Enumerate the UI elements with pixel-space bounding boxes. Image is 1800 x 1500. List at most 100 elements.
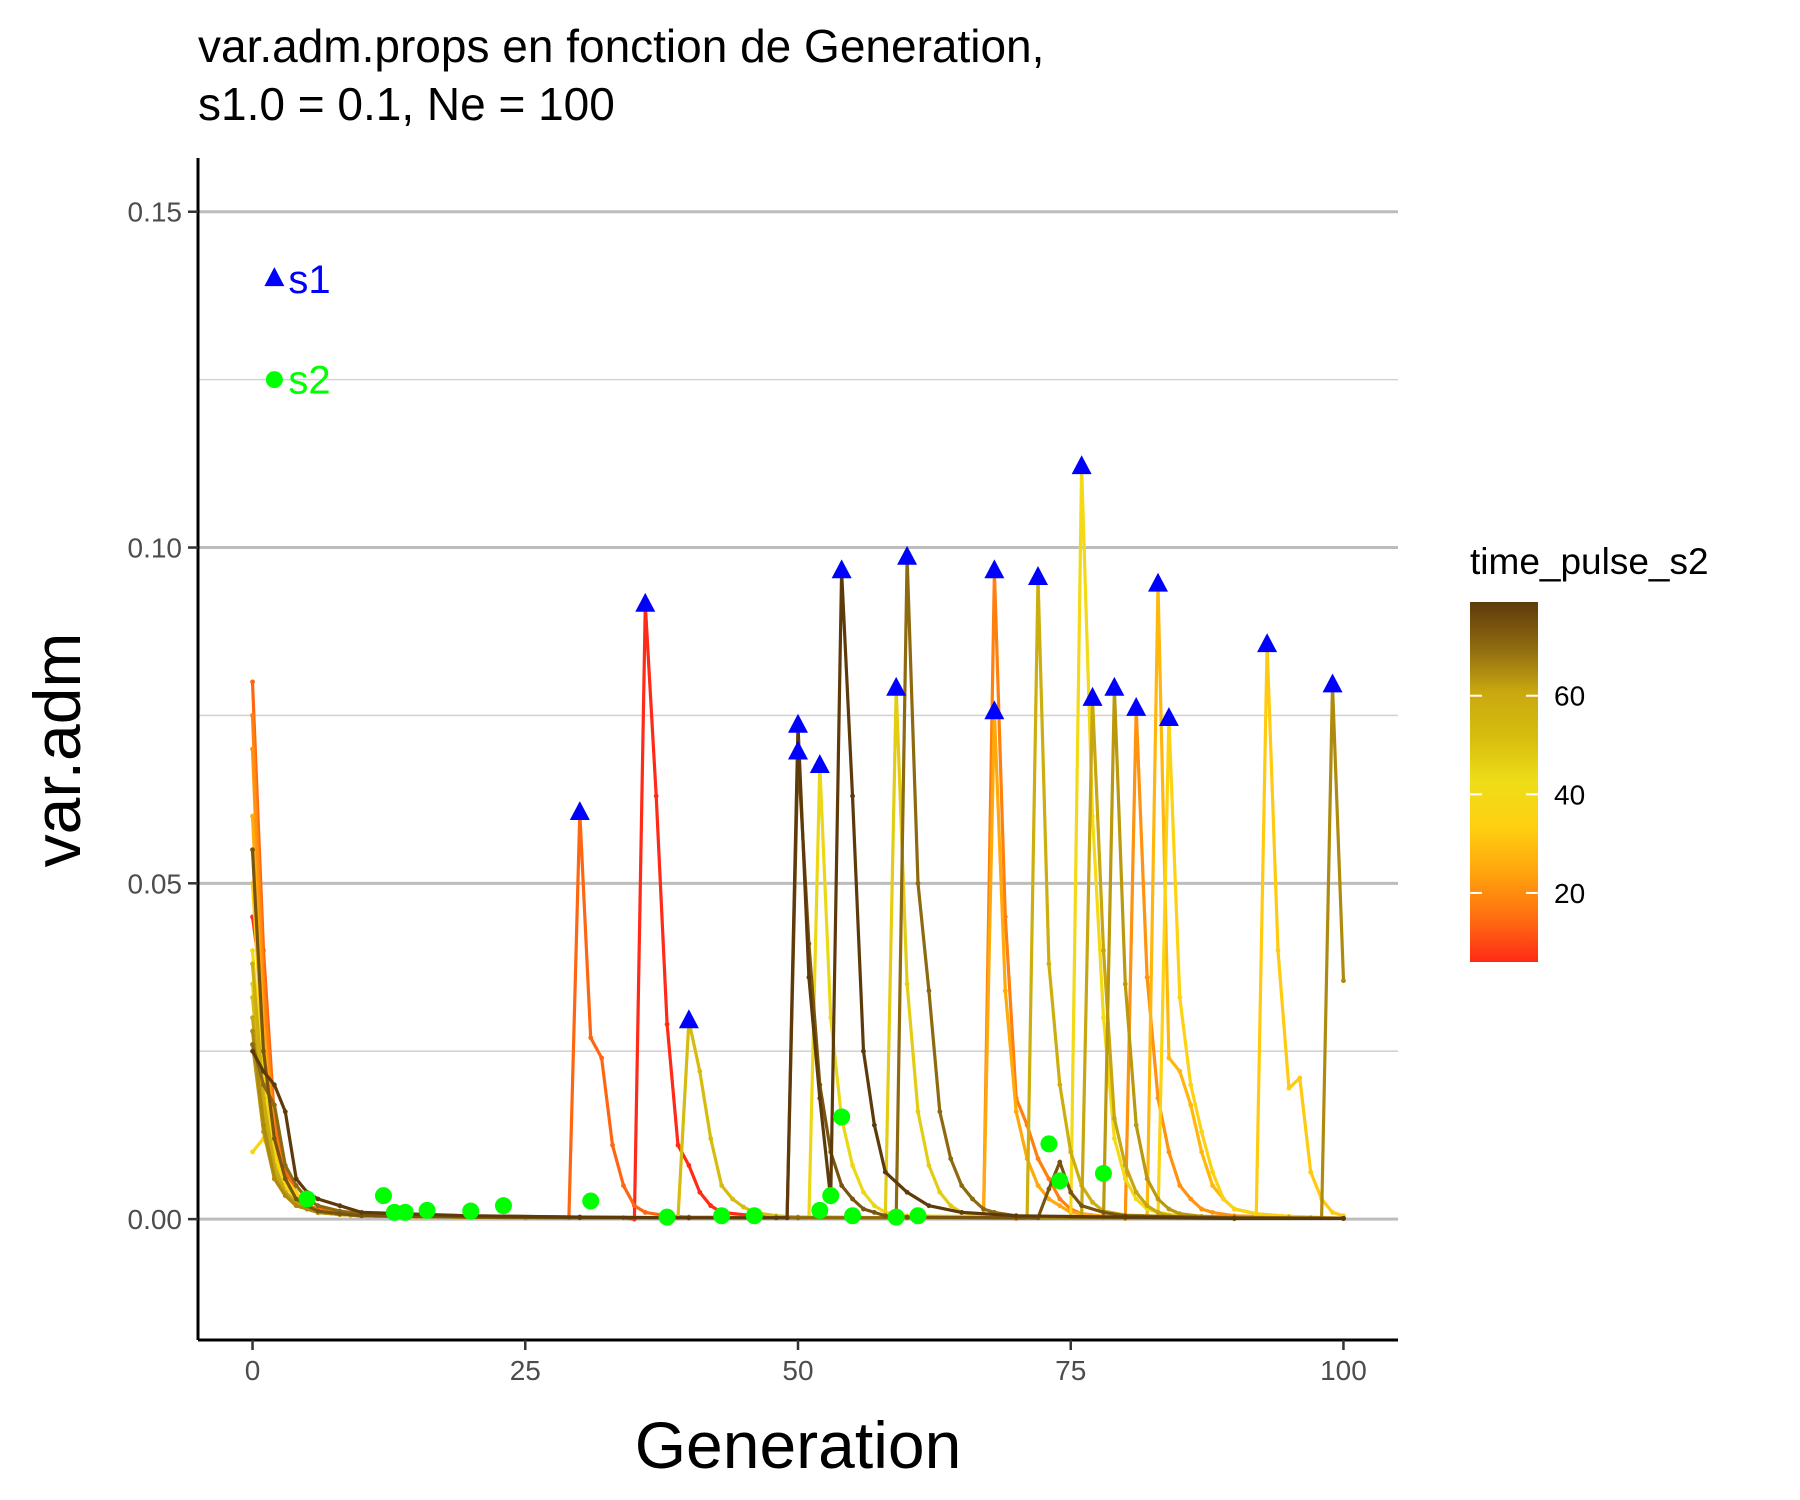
series-point	[1231, 1206, 1237, 1212]
series-point	[708, 1136, 714, 1141]
series-point	[795, 1215, 801, 1221]
s2-marker	[887, 1208, 905, 1226]
series-point	[970, 1196, 975, 1202]
s1-marker	[569, 801, 590, 821]
series-point	[882, 1213, 888, 1219]
chart-subtitle: s1.0 = 0.1, Ne = 100	[198, 78, 615, 130]
series-point	[1210, 1183, 1215, 1188]
series-point	[1210, 1169, 1215, 1175]
series-point	[719, 1183, 725, 1188]
axes: 0.00 0.05 0.10 0.15 0 25 50 75 100	[128, 158, 1398, 1386]
legend-ticks: 20 40 60	[1470, 681, 1585, 909]
series-point	[697, 1189, 703, 1195]
series-point	[1133, 1122, 1139, 1128]
s1-marker	[1082, 686, 1103, 706]
series-point	[861, 1189, 866, 1195]
s2-marker	[494, 1197, 512, 1215]
s2-marker	[582, 1192, 600, 1210]
series-point	[337, 1211, 343, 1217]
series-point	[588, 1035, 594, 1041]
series-point	[1199, 1206, 1205, 1212]
legend-tick-label: 60	[1554, 681, 1585, 712]
s2-marker	[745, 1207, 763, 1225]
s1-marker	[1071, 455, 1092, 475]
series-point	[937, 1109, 943, 1115]
series-line-18	[251, 569, 1344, 1221]
series-point	[1111, 1136, 1117, 1141]
series-lines	[250, 464, 1346, 1222]
series-point	[959, 1209, 965, 1215]
s1-marker	[886, 676, 907, 696]
s2-marker	[462, 1202, 480, 1220]
series-point	[948, 1203, 954, 1209]
s1-marker	[897, 545, 918, 565]
series-point	[1057, 1082, 1063, 1088]
series-point	[1177, 1068, 1183, 1074]
s1-marker	[678, 1009, 699, 1029]
series-point	[261, 1122, 266, 1128]
series-point	[1035, 1183, 1041, 1188]
s1-marker	[1322, 673, 1343, 693]
series-point	[850, 1162, 855, 1168]
s1-marker	[1028, 566, 1048, 585]
series-point	[1111, 1115, 1117, 1121]
series-point	[261, 1048, 266, 1054]
x-tick-label: 100	[1320, 1355, 1367, 1386]
y-axis-title: var.adm	[20, 633, 94, 868]
s2-marker	[1094, 1164, 1112, 1182]
series-point	[610, 1142, 615, 1148]
series-point	[926, 1203, 932, 1209]
series-point	[926, 988, 932, 994]
series-point	[904, 1189, 910, 1195]
series-point	[1188, 1196, 1194, 1202]
series-point	[1166, 1055, 1172, 1061]
series-point	[686, 1215, 692, 1221]
s1-marker	[1148, 572, 1168, 592]
series-point	[337, 1203, 343, 1209]
series-point	[359, 1213, 365, 1219]
series-point	[904, 981, 910, 987]
legend-tick-label: 20	[1554, 878, 1585, 909]
series-point	[850, 793, 855, 799]
series-line-0	[250, 602, 1344, 1221]
x-tick-label: 0	[245, 1355, 261, 1386]
series-point	[1199, 1129, 1205, 1135]
series-point	[271, 1102, 277, 1108]
series-point	[1341, 978, 1346, 984]
series-point	[250, 813, 255, 819]
series-point	[1144, 1203, 1150, 1209]
series-point	[577, 1214, 583, 1220]
series-point	[315, 1203, 321, 1209]
series-point	[261, 1082, 266, 1088]
series-point	[1177, 995, 1183, 1000]
legend-title: time_pulse_s2	[1470, 541, 1709, 582]
s2-marker	[1051, 1172, 1069, 1190]
legend-colorbar	[1470, 602, 1538, 962]
series-point	[1013, 1109, 1019, 1115]
series-point	[271, 1176, 277, 1182]
series-point	[1122, 981, 1128, 987]
series-point	[293, 1203, 299, 1209]
series-point	[631, 1203, 637, 1209]
series-point	[861, 1206, 866, 1212]
series-point	[282, 1193, 288, 1199]
s2-marker	[811, 1201, 829, 1219]
annotation-s2-marker	[265, 371, 283, 389]
series-point	[250, 961, 255, 967]
s2-marker	[844, 1207, 862, 1225]
series-point	[937, 1189, 943, 1195]
series-point	[1068, 1189, 1074, 1195]
s1-marker	[984, 700, 1005, 720]
series-line-8	[250, 465, 1344, 1220]
s1-marker	[1104, 676, 1125, 696]
y-tick-label: 0.05	[128, 868, 183, 899]
s2-marker	[658, 1208, 676, 1226]
series-line-5	[250, 582, 1344, 1220]
series-point	[1101, 948, 1106, 953]
series-point	[642, 1209, 648, 1215]
series-point	[293, 1183, 299, 1188]
y-tick-label: 0.15	[128, 197, 183, 228]
series-point	[839, 1183, 845, 1188]
